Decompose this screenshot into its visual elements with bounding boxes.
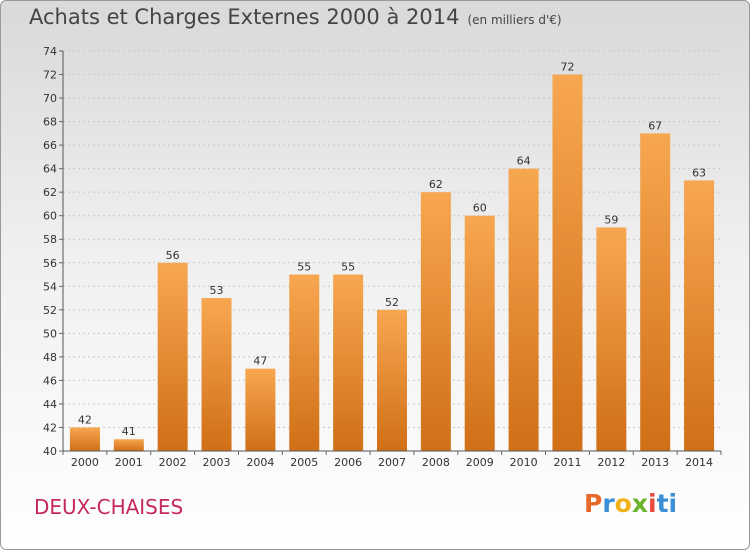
y-tick-label: 58 [43,233,57,246]
commune-name: DEUX-CHAISES [34,495,184,519]
chart-title: Achats et Charges Externes 2000 à 2014 (e… [29,5,562,29]
data-label: 63 [692,166,706,179]
bar-2013 [640,133,671,451]
x-tick-label: 2005 [290,456,318,469]
y-tick-label: 70 [43,92,57,105]
y-tick-label: 56 [43,257,57,270]
bar-2008 [420,192,451,452]
data-label: 53 [210,284,224,297]
x-tick-label: 2004 [246,456,274,469]
x-tick-label: 2013 [641,456,669,469]
x-tick-label: 2001 [115,456,143,469]
bar-2005 [289,274,320,451]
bar-2009 [464,215,495,451]
bars: 42 41 56 53 47 55 55 52 62 60 64 72 59 67 63 [69,61,715,452]
data-label: 67 [648,119,662,132]
x-axis-ticks: 2000 2001 2002 2003 2004 2005 2006 2007 2008 2009… [62,451,722,469]
bar-2012 [596,227,627,451]
data-label: 59 [604,213,618,226]
y-tick-label: 74 [43,45,57,58]
proxiti-logo[interactable]: Proxiti [584,489,678,518]
x-tick-label: 2012 [597,456,625,469]
data-label: 72 [560,61,574,74]
y-tick-label: 60 [43,210,57,223]
data-label: 55 [341,261,355,274]
bar-2000 [69,427,100,451]
x-tick-label: 2010 [510,456,538,469]
data-label: 62 [429,178,443,191]
data-label: 60 [473,202,487,215]
bar-2001 [113,439,144,451]
bar-2006 [333,274,364,451]
chart-subtitle: (en milliers d'€) [467,13,562,27]
y-tick-label: 62 [43,186,57,199]
bar-2004 [245,368,276,451]
x-tick-label: 2003 [203,456,231,469]
y-tick-label: 54 [43,280,57,293]
bar-2003 [201,298,232,451]
bar-2014 [684,180,715,452]
bar-2011 [552,74,583,451]
x-tick-label: 2006 [334,456,362,469]
y-tick-label: 46 [43,374,57,387]
x-tick-label: 2008 [422,456,450,469]
x-tick-label: 2011 [553,456,581,469]
y-tick-label: 40 [43,445,57,458]
y-tick-label: 50 [43,327,57,340]
data-label: 47 [253,355,267,368]
x-tick-label: 2002 [159,456,187,469]
axes [62,51,721,452]
data-label: 52 [385,296,399,309]
bar-2002 [157,262,188,451]
y-tick-label: 44 [43,398,57,411]
y-tick-label: 72 [43,69,57,82]
data-label: 56 [166,249,180,262]
y-tick-label: 68 [43,116,57,129]
y-axis-ticks: 40 42 44 46 48 50 52 54 56 58 60 62 64 66 68 70 72 74 [43,45,63,458]
y-tick-label: 48 [43,351,57,364]
data-label: 41 [122,425,136,438]
y-tick-label: 52 [43,304,57,317]
y-tick-label: 66 [43,139,57,152]
x-tick-label: 2007 [378,456,406,469]
x-tick-label: 2014 [685,456,713,469]
bar-2010 [508,168,539,451]
data-label: 42 [78,413,92,426]
x-tick-label: 2009 [466,456,494,469]
x-tick-label: 2000 [71,456,99,469]
data-label: 64 [517,155,531,168]
data-label: 55 [297,261,311,274]
bar-2007 [377,309,407,451]
y-tick-label: 42 [43,421,57,434]
y-tick-label: 64 [43,163,57,176]
chart-title-text: Achats et Charges Externes 2000 à 2014 [29,5,460,29]
